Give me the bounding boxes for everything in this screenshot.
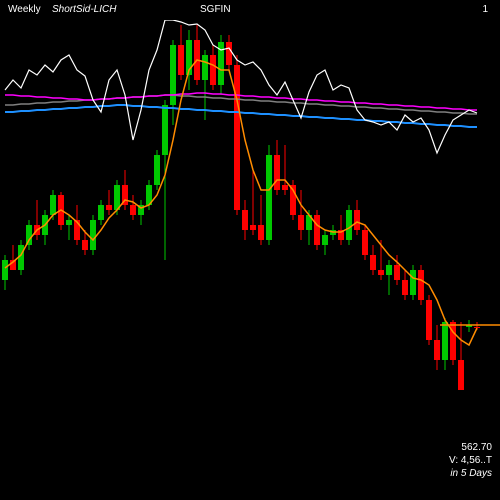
- symbol-label: SGFIN: [200, 4, 231, 15]
- chart-header: Weekly ShortSid-LICH SGFIN 1: [0, 4, 500, 20]
- overlay-lines: [0, 20, 500, 440]
- info-box: 562.70 V: 4,56..T in 5 Days: [449, 441, 492, 480]
- price-value: 562.70: [449, 441, 492, 454]
- period-label: Weekly: [8, 4, 41, 15]
- volume-value: V: 4,56..T: [449, 454, 492, 467]
- indicator-count: 1: [482, 4, 488, 15]
- strategy-label: ShortSid-LICH: [52, 4, 116, 15]
- days-value: in 5 Days: [449, 467, 492, 480]
